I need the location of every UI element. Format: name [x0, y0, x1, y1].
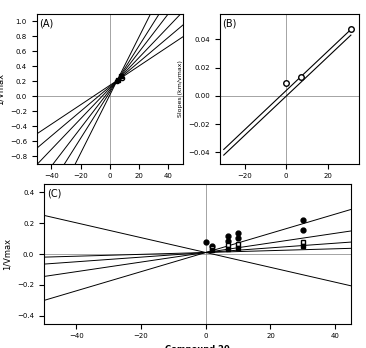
- Y-axis label: 1/Vmax: 1/Vmax: [3, 238, 12, 270]
- X-axis label: Compound 20: Compound 20: [257, 185, 321, 194]
- X-axis label: Compound 20: Compound 20: [165, 345, 230, 348]
- Text: (B): (B): [223, 18, 237, 29]
- Text: (C): (C): [47, 189, 61, 199]
- Text: (A): (A): [40, 18, 54, 29]
- Y-axis label: Slopes (km/vmax): Slopes (km/vmax): [178, 60, 183, 117]
- X-axis label: 1/Substrate (4-Nitrophenyl -D-
glucopyranoside): 1/Substrate (4-Nitrophenyl -D- glucopyra…: [62, 185, 157, 196]
- Y-axis label: 1/Vmax: 1/Vmax: [0, 73, 4, 105]
